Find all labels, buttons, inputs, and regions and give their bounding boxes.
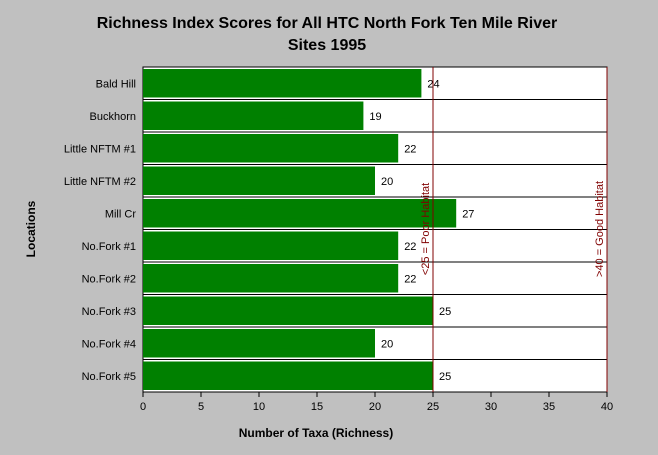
bar-value-label: 22 — [404, 143, 416, 155]
category-label: No.Fork #5 — [82, 371, 136, 383]
bar — [143, 199, 457, 228]
category-label: Little NFTM #1 — [64, 143, 136, 155]
category-label: Buckhorn — [90, 111, 136, 123]
x-tick-label: 40 — [601, 401, 613, 413]
category-label: Bald Hill — [96, 78, 136, 90]
reference-line-label: >40 = Good Habitat — [594, 181, 606, 277]
reference-lines: <25 = Poor Habitat >40 = Good Habitat — [420, 67, 608, 392]
reference-line-label: <25 = Poor Habitat — [420, 183, 432, 275]
category-label: No.Fork #4 — [82, 338, 136, 350]
bar — [143, 361, 433, 390]
x-tick-label: 5 — [198, 401, 204, 413]
x-tick-label: 10 — [253, 401, 265, 413]
bar — [143, 69, 422, 98]
x-tick-label: 30 — [485, 401, 497, 413]
x-tick-label: 35 — [543, 401, 555, 413]
bar — [143, 231, 399, 260]
bar-value-label: 22 — [404, 241, 416, 253]
chart-title-line-2: Sites 1995 — [288, 37, 366, 54]
bars: 24 19 22 20 27 22 22 25 20 25 — [143, 69, 474, 390]
bar-value-label: 24 — [427, 78, 439, 90]
bar — [143, 329, 375, 358]
x-axis-ticks: 0 5 10 15 20 25 30 35 40 — [140, 392, 613, 413]
bar-value-label: 25 — [439, 306, 451, 318]
x-tick-label: 20 — [369, 401, 381, 413]
bar-value-label: 22 — [404, 273, 416, 285]
bar-value-label: 20 — [381, 176, 393, 188]
category-label: No.Fork #1 — [82, 241, 136, 253]
bar-value-label: 27 — [462, 208, 474, 220]
bar — [143, 134, 399, 163]
category-labels: Bald Hill Buckhorn Little NFTM #1 Little NF… — [64, 78, 136, 383]
x-tick-label: 25 — [427, 401, 439, 413]
bar — [143, 264, 399, 293]
category-label: No.Fork #2 — [82, 273, 136, 285]
x-tick-label: 15 — [311, 401, 323, 413]
bar-value-label: 19 — [369, 111, 381, 123]
category-label: Mill Cr — [105, 208, 136, 220]
y-axis-title: Locations — [24, 200, 38, 257]
x-tick-label: 0 — [140, 401, 146, 413]
bar-value-label: 20 — [381, 338, 393, 350]
category-label: No.Fork #3 — [82, 306, 136, 318]
bar — [143, 296, 433, 325]
category-label: Little NFTM #2 — [64, 176, 136, 188]
x-axis-title: Number of Taxa (Richness) — [239, 426, 393, 440]
bar — [143, 101, 364, 130]
chart-title-line-1: Richness Index Scores for All HTC North … — [97, 15, 558, 32]
bar — [143, 166, 375, 195]
grid-lines — [143, 99, 607, 360]
bar-value-label: 25 — [439, 371, 451, 383]
